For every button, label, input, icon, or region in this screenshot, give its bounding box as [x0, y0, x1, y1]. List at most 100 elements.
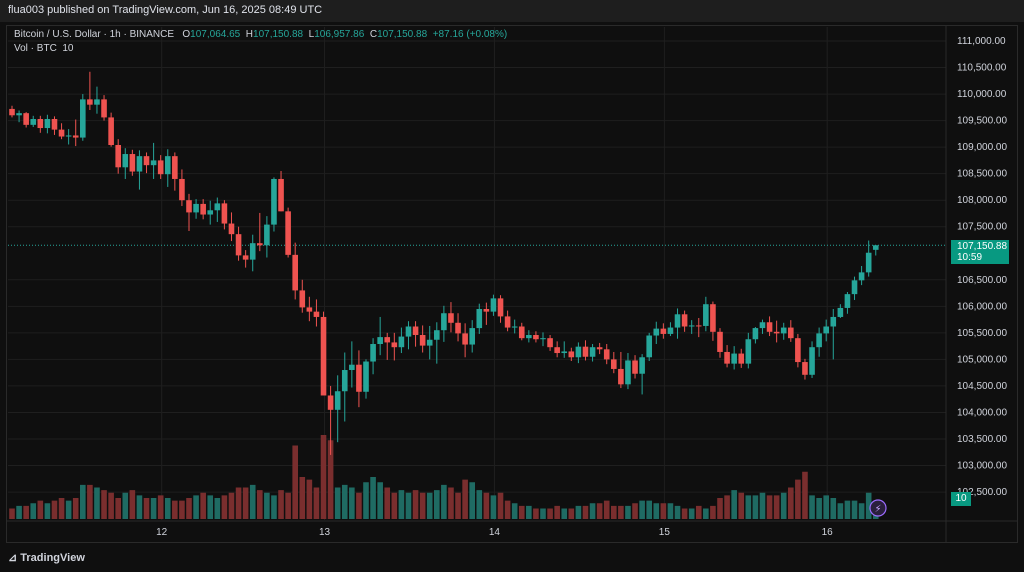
- candle-body: [611, 359, 617, 369]
- volume-bar: [179, 500, 185, 519]
- candle-body: [462, 333, 468, 345]
- y-tick-label: 102,500.00: [957, 487, 1007, 498]
- candle-body: [299, 290, 306, 308]
- volume-bar: [349, 487, 355, 519]
- candle-body: [384, 337, 391, 343]
- candle-body: [327, 395, 334, 410]
- volume-bar: [207, 495, 214, 519]
- candle-body: [426, 339, 433, 346]
- candle-body: [830, 316, 837, 327]
- volume-bar: [695, 505, 702, 519]
- volume-bar: [257, 490, 263, 519]
- volume-bar: [122, 492, 129, 519]
- candle-body: [653, 328, 660, 336]
- candle-body: [625, 360, 631, 385]
- candle-body: [639, 357, 645, 374]
- candle-body: [242, 255, 249, 260]
- candle-body: [235, 234, 242, 256]
- volume-bar: [575, 505, 582, 519]
- candle-body: [851, 280, 858, 295]
- candle-body: [370, 344, 376, 362]
- candle-body: [660, 328, 667, 334]
- candle-body: [497, 298, 504, 317]
- candle-body: [773, 331, 780, 334]
- volume-bar: [752, 495, 759, 519]
- candle-body: [80, 99, 86, 138]
- volume-bar: [851, 500, 858, 519]
- y-tick-label: 104,000.00: [957, 407, 1007, 418]
- volume-bar: [193, 495, 199, 519]
- volume-value: 10: [62, 43, 74, 54]
- candle-body: [554, 347, 560, 354]
- candle-body: [143, 156, 150, 166]
- volume-bar: [391, 492, 398, 519]
- tradingview-logo-text: TradingView: [20, 552, 85, 564]
- volume-bar: [9, 508, 15, 519]
- volume-bar: [405, 492, 412, 519]
- volume-bar: [115, 498, 121, 519]
- candle-body: [646, 335, 652, 358]
- volume-bar: [582, 505, 589, 519]
- candle-body: [363, 361, 369, 392]
- volume-bar: [80, 484, 86, 519]
- candle-body: [101, 99, 107, 118]
- candle-body: [809, 347, 815, 375]
- volume-bar: [681, 508, 688, 519]
- volume-bar: [441, 484, 447, 519]
- y-tick-label: 108,500.00: [957, 169, 1007, 180]
- tradingview-logo[interactable]: ⊿ TradingView: [8, 551, 85, 564]
- volume-bar: [703, 508, 709, 519]
- volume-bar: [646, 500, 652, 519]
- candle-body: [441, 313, 447, 331]
- volume-bar: [172, 500, 178, 519]
- symbol-label[interactable]: Bitcoin / U.S. Dollar · 1h · BINANCE: [14, 29, 175, 40]
- volume-bar: [780, 492, 787, 519]
- chart-frame[interactable]: [6, 25, 1018, 543]
- candle-body: [87, 99, 93, 105]
- candle-body: [58, 129, 65, 137]
- volume-bar: [511, 503, 518, 519]
- volume-bar: [554, 505, 560, 519]
- volume-bar: [710, 505, 716, 519]
- y-tick-label: 111,000.00: [957, 36, 1006, 47]
- candle-body: [872, 245, 879, 250]
- candle-body: [306, 307, 313, 312]
- volume-bar: [540, 508, 546, 519]
- y-tick-label: 109,500.00: [957, 116, 1007, 127]
- last-price-value: 107,150.88: [957, 241, 1008, 252]
- volume-bar: [660, 503, 667, 519]
- candle-body: [292, 254, 298, 291]
- candle-body: [717, 331, 723, 352]
- volume-bar: [518, 505, 525, 519]
- volume-bar: [292, 445, 298, 519]
- price-chart[interactable]: 111,000.00 110,500.00 110,000.00 109,500.00…: [0, 0, 1024, 545]
- candle-body: [667, 327, 674, 334]
- candle-body: [377, 337, 383, 345]
- volume-bar: [264, 492, 270, 519]
- candle-body: [632, 360, 638, 374]
- volume-bar: [561, 508, 568, 519]
- volume-bar: [547, 508, 553, 519]
- volume-bar: [72, 498, 79, 519]
- candle-body: [122, 154, 129, 168]
- volume-label[interactable]: Vol · BTC: [14, 43, 57, 54]
- candle-body: [9, 108, 15, 116]
- candle-body: [490, 298, 497, 312]
- candle-body: [724, 351, 730, 364]
- high-label: H: [245, 29, 254, 40]
- volume-bar: [844, 500, 851, 519]
- candle-body: [179, 178, 185, 201]
- candle-body: [419, 334, 426, 346]
- candle-body: [164, 156, 171, 175]
- y-tick-label: 110,500.00: [957, 63, 1007, 74]
- candle-body: [681, 314, 688, 327]
- candle-body: [356, 364, 362, 392]
- candle-body: [618, 368, 624, 385]
- volume-bar: [526, 505, 532, 519]
- volume-bar: [377, 482, 383, 519]
- x-tick-label: 13: [319, 527, 331, 538]
- open-label: O: [182, 29, 191, 40]
- candle-body: [334, 391, 341, 410]
- volume-bar: [334, 487, 341, 519]
